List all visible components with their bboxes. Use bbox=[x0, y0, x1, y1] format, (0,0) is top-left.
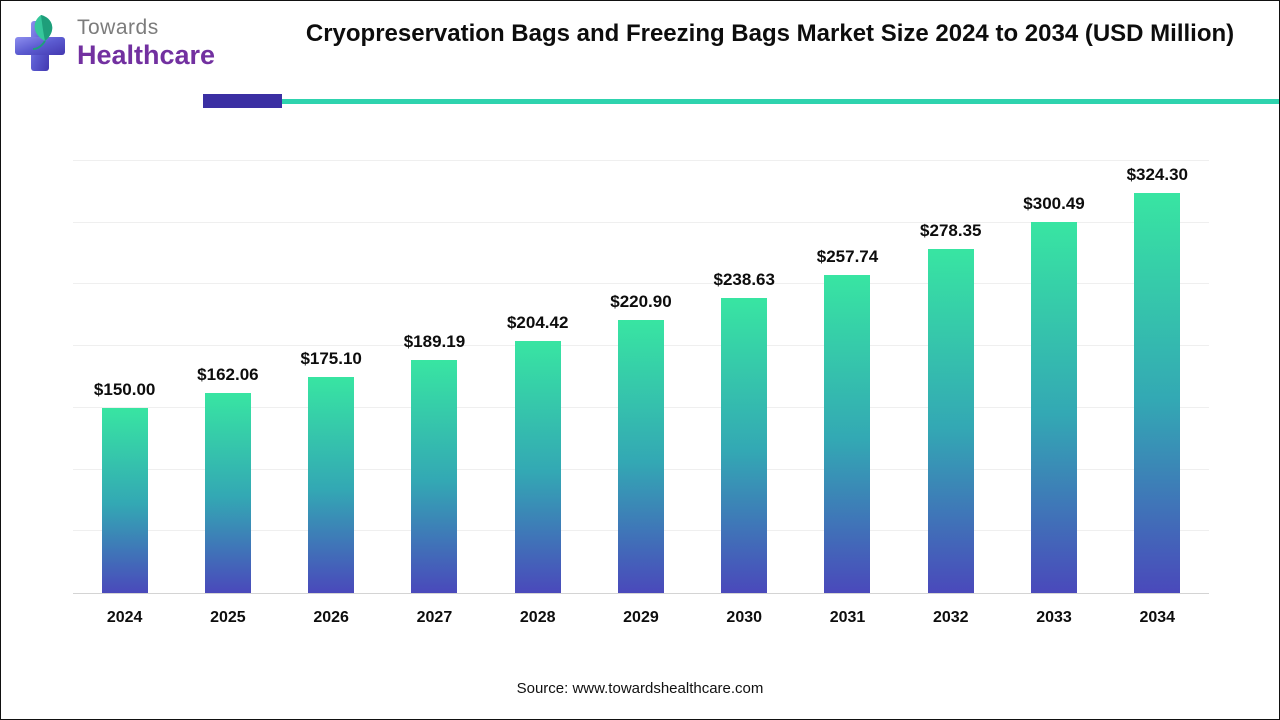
bar-value-label: $257.74 bbox=[816, 246, 879, 266]
logo-text-towards: Towards bbox=[77, 16, 159, 39]
bar-column: $189.19 bbox=[383, 161, 486, 593]
cross-with-leaf-icon bbox=[15, 15, 65, 71]
bar bbox=[101, 407, 148, 593]
bar-value-label: $278.35 bbox=[920, 221, 982, 241]
bar-column: $257.74 bbox=[796, 161, 899, 593]
x-axis-label: 2026 bbox=[313, 609, 349, 626]
bar bbox=[411, 359, 458, 593]
x-axis-label: 2028 bbox=[519, 609, 556, 626]
x-axis-label: 2033 bbox=[1036, 609, 1072, 626]
bar-column: $278.35 bbox=[899, 161, 1002, 593]
x-axis-label: 2031 bbox=[829, 609, 866, 626]
x-axis-label: 2027 bbox=[416, 609, 453, 626]
bar-value-label: $175.10 bbox=[300, 348, 362, 368]
bar-value-label: $204.42 bbox=[506, 312, 569, 332]
chart-title: Cryopreservation Bags and Freezing Bags … bbox=[305, 20, 1235, 47]
bar bbox=[927, 249, 974, 593]
x-axis-label: 2024 bbox=[106, 609, 143, 626]
bar bbox=[204, 392, 251, 593]
bar-column: $162.06 bbox=[176, 161, 279, 593]
bar-value-label: $220.90 bbox=[610, 292, 672, 312]
x-axis-label: 2030 bbox=[726, 609, 763, 626]
bar bbox=[824, 274, 871, 593]
header-divider bbox=[203, 94, 1279, 108]
bar bbox=[514, 340, 561, 593]
gridline bbox=[73, 160, 1209, 161]
bar bbox=[721, 298, 768, 593]
towards-healthcare-logo: Towards Healthcare bbox=[11, 13, 215, 73]
gridline bbox=[73, 283, 1209, 285]
divider-teal-line bbox=[282, 99, 1279, 104]
bar-value-label: $162.06 bbox=[197, 364, 259, 384]
bar-column: $204.42 bbox=[486, 161, 589, 593]
bar-column: $324.30 bbox=[1106, 161, 1209, 593]
bar-column: $150.00 bbox=[73, 161, 176, 593]
bar-value-label: $324.30 bbox=[1126, 164, 1189, 184]
x-axis-labels: 2024 2025 2026 2027 2028 2029 2030 2031 2032 2033… bbox=[73, 609, 1209, 637]
bar-value-label: $238.63 bbox=[713, 270, 775, 290]
bar bbox=[308, 376, 355, 593]
bar-column: $175.10 bbox=[280, 161, 383, 593]
bar-column: $220.90 bbox=[589, 161, 692, 593]
bar-value-label: $150.00 bbox=[93, 379, 156, 399]
bar-value-label: $300.49 bbox=[1023, 194, 1085, 214]
bar bbox=[1134, 192, 1181, 593]
bars-row: $150.00 $162.06 $175.10 $189.19 $204.42 $220.… bbox=[73, 161, 1209, 593]
bar-column: $300.49 bbox=[1002, 161, 1105, 593]
x-axis-label: 2025 bbox=[210, 609, 246, 626]
gridline bbox=[73, 221, 1209, 223]
x-axis-label: 2034 bbox=[1139, 609, 1176, 626]
bar-column: $238.63 bbox=[693, 161, 796, 593]
divider-indigo-segment bbox=[203, 94, 282, 108]
x-axis-label: 2032 bbox=[932, 609, 969, 626]
chart-plot-area: $150.00 $162.06 $175.10 $189.19 $204.42 $220.… bbox=[73, 160, 1209, 594]
bar-value-label: $189.19 bbox=[403, 331, 466, 351]
x-axis-label: 2029 bbox=[623, 609, 659, 626]
logo-text-healthcare: Healthcare bbox=[77, 40, 216, 70]
source-text: Source: www.towardshealthcare.com bbox=[516, 680, 764, 697]
logo-wordmark: Towards Healthcare bbox=[77, 16, 215, 70]
bar bbox=[617, 320, 664, 593]
bar bbox=[1031, 222, 1078, 593]
